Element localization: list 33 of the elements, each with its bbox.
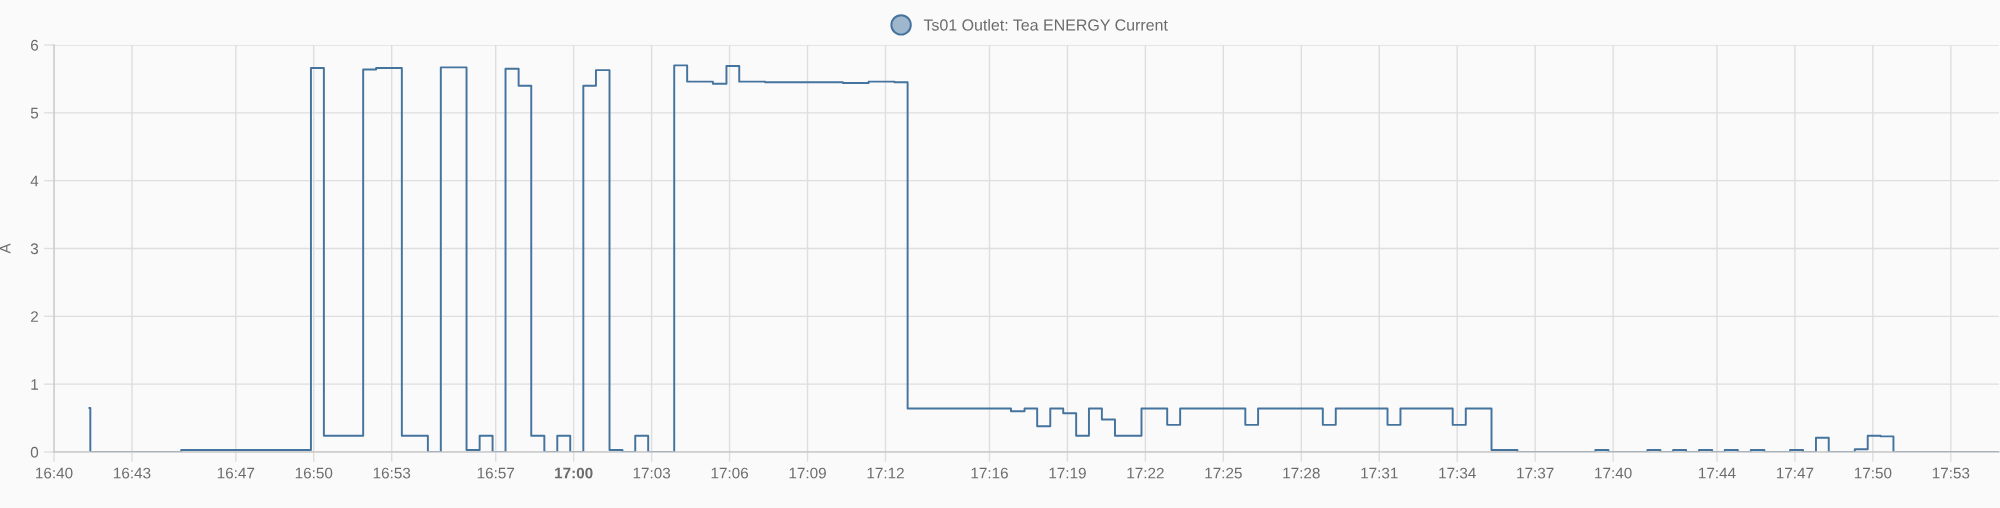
x-tick-label: 17:47 (1776, 467, 1814, 479)
y-tick-label: 1 (31, 379, 38, 390)
x-tick-label: 17:00 (555, 467, 593, 479)
x-tick-label: 16:43 (114, 467, 151, 479)
y-tick-label: 2 (31, 311, 38, 322)
y-tick-label: 3 (30, 243, 39, 255)
y-tick-label: 0 (30, 446, 39, 458)
x-tick-label: 16:57 (477, 467, 515, 479)
y-tick-label: 5 (30, 107, 39, 119)
x-tick-label: 17:53 (1932, 467, 1970, 479)
x-tick-label: 17:06 (711, 467, 749, 479)
x-tick-label: 17:44 (1699, 467, 1736, 479)
x-tick-label: 17:19 (1049, 467, 1086, 479)
x-tick-label: 17:50 (1854, 467, 1892, 479)
y-tick-label: 6 (31, 39, 39, 51)
x-tick-label: 17:40 (1595, 467, 1632, 479)
x-tick-label: 17:12 (867, 467, 904, 479)
legend-label: Ts01 Outlet: Tea ENERGY Current (923, 18, 1168, 31)
y-axis-title: A (0, 243, 11, 254)
x-tick-label: 16:53 (373, 467, 411, 479)
x-tick-label: 17:28 (1283, 467, 1320, 479)
x-tick-label: 16:40 (36, 467, 73, 479)
x-tick-label: 17:22 (1127, 467, 1164, 479)
x-tick-label: 16:47 (217, 467, 255, 479)
x-tick-label: 17:09 (789, 467, 826, 479)
x-tick-label: 17:25 (1205, 467, 1242, 479)
x-tick-label: 17:03 (633, 467, 671, 479)
y-tick-label: 4 (30, 175, 39, 187)
x-tick-label: 17:31 (1361, 467, 1398, 479)
x-tick-label: 17:16 (971, 467, 1008, 479)
x-tick-label: 17:37 (1517, 467, 1554, 479)
x-tick-label: 17:34 (1439, 467, 1476, 479)
x-tick-label: 16:50 (295, 467, 333, 479)
